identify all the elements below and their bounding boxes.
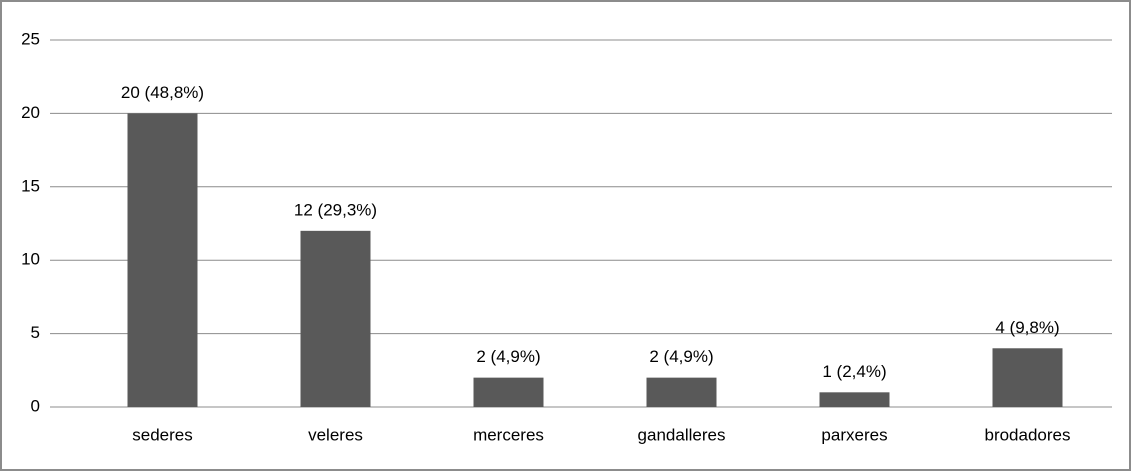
x-tick-label: gandalleres <box>638 425 726 444</box>
y-tick-label: 25 <box>21 29 40 48</box>
data-label: 1 (2,4%) <box>822 362 886 381</box>
x-tick-label: sederes <box>132 425 192 444</box>
y-tick-label: 20 <box>21 103 40 122</box>
y-tick-label: 15 <box>21 176 40 195</box>
x-tick-label: veleres <box>308 425 363 444</box>
data-label: 4 (9,8%) <box>995 318 1059 337</box>
y-tick-label: 0 <box>31 396 40 415</box>
data-label: 2 (4,9%) <box>649 347 713 366</box>
bar <box>819 392 890 407</box>
bar <box>473 377 544 407</box>
x-tick-label: merceres <box>473 425 544 444</box>
y-tick-label: 5 <box>31 323 40 342</box>
data-label: 20 (48,8%) <box>121 83 204 102</box>
bar <box>646 377 717 407</box>
x-tick-label: parxeres <box>821 425 887 444</box>
bar <box>127 113 198 408</box>
data-label: 2 (4,9%) <box>476 347 540 366</box>
y-tick-label: 10 <box>21 250 40 269</box>
bar <box>300 230 371 407</box>
data-label: 12 (29,3%) <box>294 200 377 219</box>
bar <box>992 348 1063 407</box>
x-tick-label: brodadores <box>984 425 1070 444</box>
